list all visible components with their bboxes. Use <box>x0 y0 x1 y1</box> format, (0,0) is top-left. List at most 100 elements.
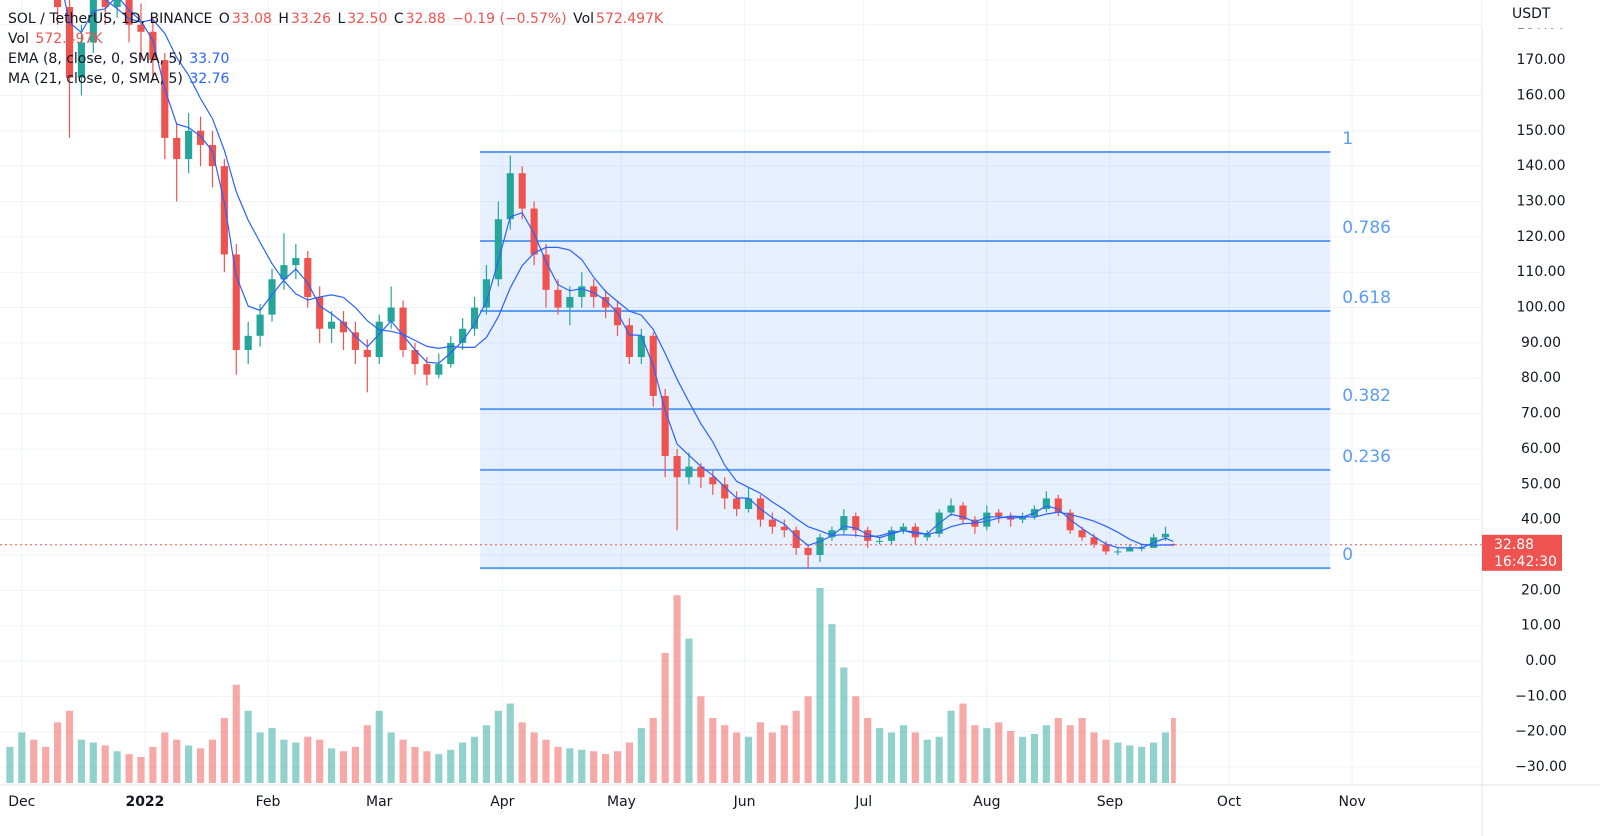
volume-bar <box>351 746 359 783</box>
y-tick-label: 20.00 <box>1521 582 1561 598</box>
candle-body <box>566 296 574 308</box>
volume-bar <box>816 588 824 783</box>
candle-body <box>590 286 598 297</box>
y-tick-label: 40.00 <box>1521 512 1561 528</box>
candle-body <box>1126 547 1134 552</box>
volume-bar <box>613 751 622 783</box>
volume-bar <box>1171 718 1176 783</box>
indicator-row: MA (21, close, 0, SMA, 5) 32.76 <box>8 69 665 89</box>
volume-bar <box>268 728 276 783</box>
volume-bar <box>697 696 705 783</box>
volume-bar <box>649 718 657 783</box>
symbol-row: SOL / TetherUS, 1D, BINANCE O 33.08 H 33.2… <box>8 9 665 29</box>
volume-bar <box>923 739 931 783</box>
volume-key: Vol <box>573 11 595 27</box>
volume-bar <box>6 746 14 783</box>
candle-body <box>1171 544 1176 546</box>
volume-bar <box>42 746 50 783</box>
candle-body <box>1090 537 1098 545</box>
fib-level-label: 0.618 <box>1342 288 1391 308</box>
volume-bar <box>101 745 109 783</box>
volume-bar <box>590 751 598 783</box>
fib-level-label: 0.382 <box>1342 386 1391 406</box>
volume-bar <box>602 754 610 783</box>
volume-bar <box>363 725 371 783</box>
candle-body <box>840 516 848 531</box>
candle-body <box>602 296 610 308</box>
volume-bar <box>1090 732 1098 783</box>
y-tick-label: 50.00 <box>1521 476 1561 492</box>
change: −0.19 (−0.57%) <box>452 11 567 27</box>
volume-bar <box>161 732 169 783</box>
candle-body <box>387 307 395 322</box>
candle-body <box>363 349 371 358</box>
volume-bar <box>864 718 872 783</box>
candle-body <box>77 42 85 78</box>
candle-body <box>637 335 645 358</box>
volume-bar <box>744 736 753 783</box>
candle-body <box>1078 530 1086 538</box>
indicator-line <box>64 0 1174 549</box>
y-tick-label: 110.00 <box>1517 264 1566 280</box>
x-tick-label: Jul <box>854 794 872 810</box>
volume-bar <box>1018 736 1027 783</box>
candle-body <box>161 60 169 138</box>
candle-body <box>876 540 884 542</box>
volume-bar <box>876 728 884 783</box>
candle-body <box>149 31 157 61</box>
candle-body <box>1161 533 1170 538</box>
volume-bar <box>137 757 145 783</box>
volume-bar <box>852 696 860 783</box>
volume-bar <box>196 748 205 783</box>
volume-bar <box>578 749 586 783</box>
candle-body <box>804 547 812 555</box>
last-price-tag <box>1482 534 1562 571</box>
candle-body <box>625 325 633 358</box>
fib-level-label: 0 <box>1342 545 1353 565</box>
volume-bar <box>1042 725 1050 783</box>
y-tick-label: 0.00 <box>1525 653 1556 669</box>
y-tick-label: 100.00 <box>1517 300 1566 316</box>
candle-body <box>923 533 931 538</box>
candle-body <box>959 505 967 520</box>
fib-level-label: 1 <box>1342 129 1353 149</box>
x-tick-label: Mar <box>366 794 393 810</box>
candle-body <box>1066 512 1074 531</box>
volume-bar <box>208 739 217 783</box>
volume-bar <box>1054 718 1062 783</box>
currency-bg <box>1482 0 1600 28</box>
candle-body <box>1018 516 1027 520</box>
candle-body <box>613 307 622 326</box>
candle-body <box>518 173 526 209</box>
candle-body <box>375 321 383 358</box>
y-tick-label: 90.00 <box>1521 335 1561 351</box>
volume-bar <box>733 732 741 783</box>
volume-bar <box>399 739 407 783</box>
volume-bar <box>780 725 788 783</box>
volume-bar <box>1126 745 1134 783</box>
volume-bar <box>911 732 919 783</box>
candle-body <box>54 0 62 8</box>
x-tick-label: May <box>607 794 636 810</box>
candle-body <box>744 498 753 510</box>
candle-body <box>661 395 669 457</box>
candle-body <box>137 24 145 32</box>
ohlc-value: 33.26 <box>290 11 331 27</box>
ohlc-key: O <box>218 11 230 27</box>
candle-body <box>864 530 872 541</box>
volume-bar <box>125 754 133 783</box>
volume-bar <box>411 746 419 783</box>
candle-body <box>733 498 741 510</box>
x-tick-label: Aug <box>973 794 1000 810</box>
volume-bar <box>328 748 336 783</box>
candle-body <box>530 208 538 255</box>
candle-body <box>482 279 491 308</box>
volume-bar <box>971 725 979 783</box>
y-tick-label: 60.00 <box>1521 441 1561 457</box>
volume-bar <box>482 725 491 783</box>
candle-body <box>1114 551 1122 553</box>
y-tick-label: 130.00 <box>1517 193 1566 209</box>
candle-body <box>399 307 407 350</box>
y-tick-label: 160.00 <box>1517 87 1566 103</box>
